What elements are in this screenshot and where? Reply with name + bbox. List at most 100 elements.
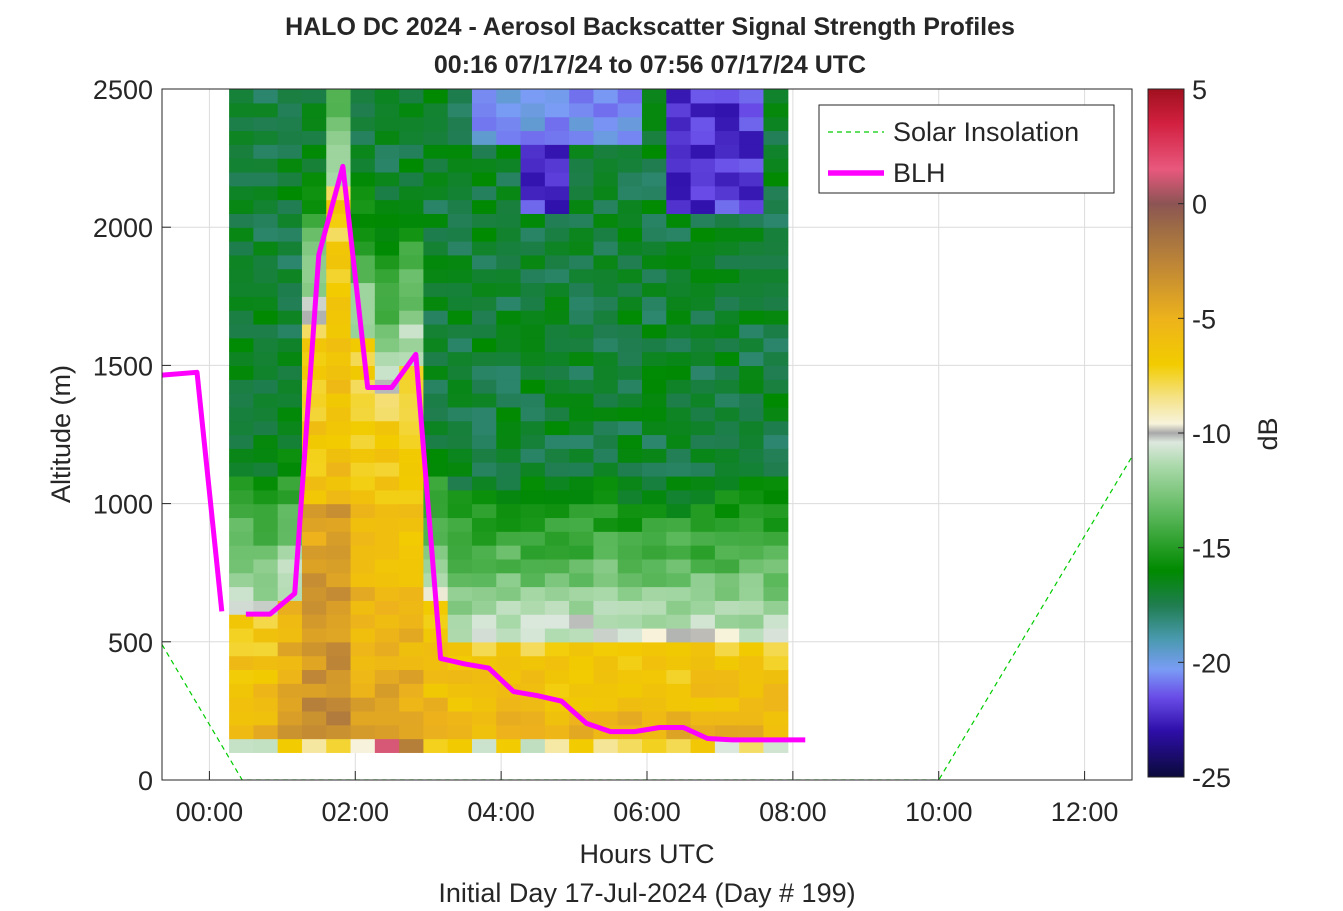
heatmap-cell	[229, 489, 254, 505]
heatmap-cell	[399, 448, 425, 463]
heatmap-cell	[399, 627, 425, 643]
heatmap-cell	[301, 738, 327, 753]
heatmap-cell	[374, 296, 400, 311]
heatmap-cell	[763, 337, 789, 353]
heatmap-cell	[593, 462, 619, 477]
heatmap-cell	[253, 448, 279, 463]
heatmap-cell	[617, 572, 643, 588]
heatmap-cell	[569, 282, 595, 297]
heatmap-cell	[544, 669, 570, 684]
heatmap-cell	[423, 323, 449, 339]
heatmap-cell	[326, 144, 352, 159]
heatmap-cell	[423, 185, 449, 201]
heatmap-cell	[569, 296, 595, 311]
heatmap-cell	[374, 337, 400, 353]
heatmap-cell	[714, 724, 740, 740]
x-axis-label: Hours UTC	[579, 839, 714, 869]
heatmap-cell	[471, 158, 497, 173]
blh-line	[245, 163, 806, 743]
heatmap-cell	[496, 724, 522, 740]
heatmap-cell	[544, 503, 570, 519]
heatmap-cell	[374, 185, 400, 201]
heatmap-cell	[739, 406, 765, 422]
heatmap-cell	[350, 296, 376, 311]
heatmap-cell	[496, 158, 522, 173]
heatmap-cell	[301, 724, 327, 740]
heatmap-cell	[569, 641, 595, 657]
heatmap-cell	[739, 130, 765, 145]
heatmap-cell	[350, 434, 376, 449]
heatmap-cell	[520, 517, 546, 532]
heatmap-cell	[739, 558, 765, 574]
heatmap-cell	[642, 448, 667, 463]
heatmap-cell	[496, 738, 522, 753]
heatmap-cell	[253, 116, 279, 132]
heatmap-cell	[326, 116, 352, 132]
heatmap-cell	[714, 627, 740, 643]
heatmap-cell	[471, 475, 497, 491]
heatmap-cell	[229, 545, 254, 560]
heatmap-cell	[569, 558, 595, 574]
heatmap-cell	[666, 158, 692, 173]
heatmap-cell	[714, 227, 740, 242]
heatmap-cell	[277, 503, 303, 519]
heatmap-cell	[593, 227, 619, 242]
heatmap-cell	[714, 434, 740, 449]
heatmap-cell	[253, 586, 279, 601]
heatmap-cell	[520, 448, 546, 463]
heatmap-cell	[593, 379, 619, 394]
heatmap-cell	[520, 558, 546, 574]
heatmap-cell	[423, 738, 449, 753]
heatmap-cell	[520, 227, 546, 242]
heatmap-cell	[617, 697, 643, 712]
heatmap-cell	[642, 614, 667, 629]
heatmap-cell	[301, 199, 327, 214]
heatmap-cell	[520, 710, 546, 726]
heatmap-cell	[277, 323, 303, 339]
heatmap-cell	[471, 738, 497, 753]
heatmap-cell	[642, 365, 667, 380]
heatmap-cell	[690, 268, 716, 284]
heatmap-cell	[690, 199, 716, 214]
heatmap-cell	[277, 420, 303, 436]
heatmap-cell	[617, 406, 643, 422]
heatmap-cell	[666, 185, 692, 201]
heatmap-cell	[739, 545, 765, 560]
heatmap-cell	[326, 296, 352, 311]
heatmap-cell	[617, 627, 643, 643]
heatmap-cell	[544, 241, 570, 256]
heatmap-cell	[714, 337, 740, 353]
heatmap-cell	[739, 434, 765, 449]
heatmap-cell	[690, 420, 716, 436]
heatmap-cell	[642, 531, 667, 546]
heatmap-cell	[423, 558, 449, 574]
heatmap-cell	[666, 213, 692, 228]
heatmap-cell	[569, 434, 595, 449]
x-tick-label: 04:00	[467, 797, 535, 827]
heatmap-cell	[690, 641, 716, 657]
heatmap-cell	[229, 434, 254, 449]
heatmap-cell	[593, 420, 619, 436]
heatmap-cell	[666, 393, 692, 408]
heatmap-cell	[253, 282, 279, 297]
heatmap-cell	[593, 697, 619, 712]
heatmap-cell	[374, 710, 400, 726]
heatmap-cell	[399, 572, 425, 588]
heatmap-cell	[666, 406, 692, 422]
heatmap-cell	[763, 89, 789, 104]
heatmap-cell	[399, 296, 425, 311]
heatmap-cell	[253, 572, 279, 588]
heatmap-cell	[763, 296, 789, 311]
heatmap-cell	[471, 268, 497, 284]
heatmap-cell	[277, 475, 303, 491]
heatmap-cell	[399, 89, 425, 104]
heatmap-cell	[471, 448, 497, 463]
heatmap-cell	[569, 199, 595, 214]
heatmap-cell	[253, 434, 279, 449]
heatmap-cell	[739, 199, 765, 214]
heatmap-cell	[229, 406, 254, 422]
heatmap-cell	[739, 724, 765, 740]
heatmap-cell	[447, 365, 473, 380]
heatmap-cell	[447, 503, 473, 519]
heatmap-cell	[739, 102, 765, 118]
